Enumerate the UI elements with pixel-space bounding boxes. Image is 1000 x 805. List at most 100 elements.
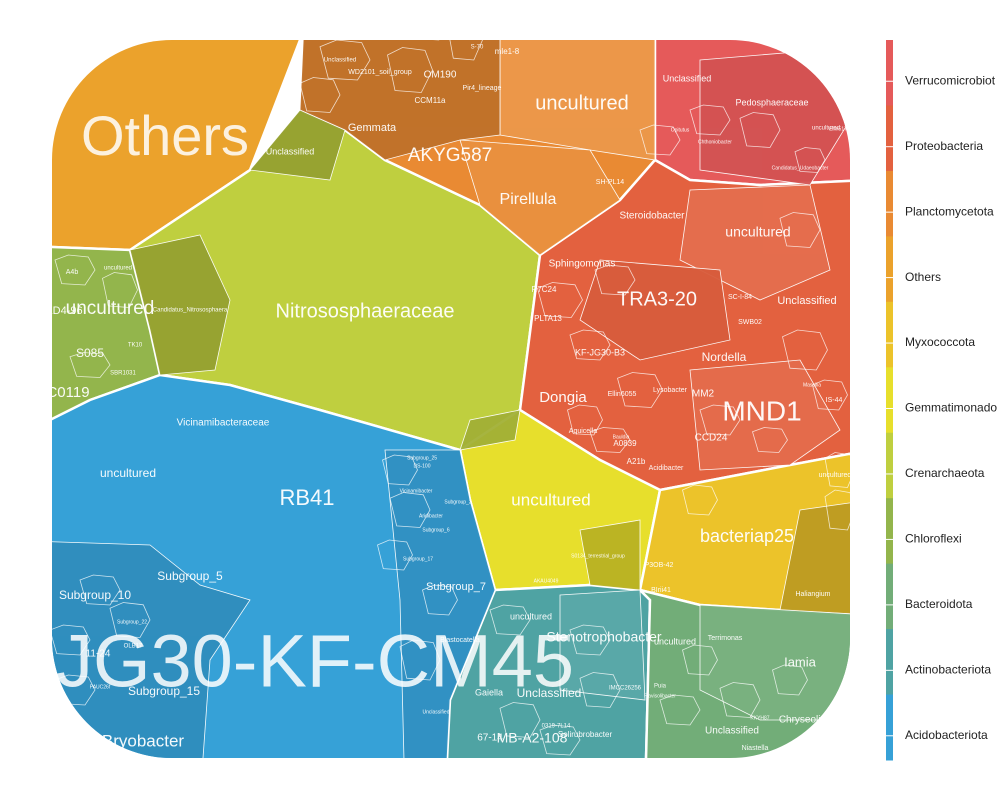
cell-label: Ellin517 bbox=[829, 126, 847, 132]
cell-label: OLB17 bbox=[124, 644, 143, 650]
cell-label: TRA3-20 bbox=[617, 288, 697, 310]
legend-label: Gemmatimonado bbox=[905, 401, 997, 415]
cell-label: S0134_terrestrial_group bbox=[571, 553, 625, 559]
cell-label: Gemmata bbox=[348, 122, 397, 134]
cell-label: S085 bbox=[76, 346, 104, 360]
cell-label: WD2101_soil_group bbox=[348, 69, 412, 76]
cell-label: Stenotrophobacter bbox=[546, 629, 662, 645]
cell-label: Acidibacter bbox=[649, 465, 684, 472]
cell-label: Flavisolibacter bbox=[644, 693, 676, 699]
cell-label: KKYH87 bbox=[750, 715, 769, 721]
cell-label: SC-I-84 bbox=[728, 294, 752, 301]
cell-label: PLTA13 bbox=[534, 314, 562, 323]
cell-label: Opitutus bbox=[671, 127, 690, 133]
cell-label: uncultured bbox=[654, 636, 696, 646]
cell-label: uncultured bbox=[100, 466, 156, 480]
legend-swatch bbox=[886, 301, 893, 368]
cell-label: A21b bbox=[627, 457, 646, 466]
treemap-canvas: Others Unclassified Nitrososphaeraceae Cand… bbox=[45, 40, 850, 758]
cell-label: Terrimonas bbox=[708, 635, 743, 642]
legend-label: Verrucomicrobiot bbox=[905, 73, 996, 87]
legend-label: Myxococcota bbox=[905, 335, 975, 349]
cell-label: Dongia bbox=[539, 389, 587, 406]
cell-label: uncultured bbox=[104, 266, 132, 272]
cell-label: uncultured bbox=[535, 92, 628, 114]
cell-label: IS-44 bbox=[826, 397, 843, 404]
cell-label: A0839 bbox=[613, 439, 637, 448]
cell-label: Pirellula bbox=[500, 191, 557, 208]
voronoi-treemap: Others Unclassified Nitrososphaeraceae Cand… bbox=[45, 40, 850, 758]
cell-label: Unclassified bbox=[517, 686, 582, 700]
cell-label: Blastocatella bbox=[440, 637, 480, 644]
cell-label: Bryobacter bbox=[102, 731, 185, 750]
legend-label: Proteobacteria bbox=[905, 139, 983, 153]
legend-swatch bbox=[886, 367, 893, 434]
cell-label: mle1-8 bbox=[495, 47, 520, 56]
legend-swatch bbox=[886, 105, 893, 172]
cell-label: Subgroup_25 bbox=[407, 455, 437, 461]
legend-swatch bbox=[886, 694, 893, 761]
cell-label: Others bbox=[81, 104, 249, 167]
cell-label: Subgroup_6 bbox=[422, 527, 449, 533]
legend-label: Chloroflexi bbox=[905, 532, 962, 546]
cell-label: uncultured bbox=[511, 490, 590, 509]
cell-label: Subgroup_2 bbox=[444, 499, 471, 505]
color-legend: Verrucomicrobiot Proteobacteria Planctomyc… bbox=[870, 0, 1000, 800]
cell-label: Subgroup_17 bbox=[403, 556, 433, 562]
cell-label: KD4-96 bbox=[45, 305, 82, 317]
legend-swatch bbox=[886, 170, 893, 237]
cell-label: 11-24 bbox=[86, 649, 111, 660]
cell-label: KF-JG30-B3 bbox=[575, 347, 625, 357]
legend-swatch bbox=[886, 432, 893, 499]
cell-label: Puia bbox=[654, 684, 667, 690]
legend-label: Crenarchaeota bbox=[905, 466, 985, 480]
legend-swatch bbox=[886, 236, 893, 303]
cell-label: Subgroup_7 bbox=[426, 581, 486, 593]
cell-label: SBR1031 bbox=[110, 371, 136, 377]
cell-label: Chthoniobacter bbox=[698, 139, 732, 145]
cell-label: Steroidobacter bbox=[619, 211, 685, 222]
legend-swatch bbox=[886, 629, 893, 696]
cell-label: 67-14 bbox=[477, 733, 503, 744]
cell-label: Massilia bbox=[803, 382, 821, 388]
legend-label: Actinobacteriota bbox=[905, 662, 991, 676]
cell-label: Subgroup_5 bbox=[157, 569, 223, 583]
cell-label: Candidatus_Nitrososphaera bbox=[153, 308, 228, 314]
cell-label: Pedosphaeraceae bbox=[735, 97, 808, 107]
cell-label: Nitrososphaeraceae bbox=[276, 300, 455, 322]
cell-label: Aridibacter bbox=[419, 513, 443, 519]
cell-label: Iamia bbox=[784, 654, 817, 669]
cell-label: uncultured bbox=[725, 224, 790, 240]
cell-label: uncultured bbox=[812, 126, 840, 132]
cell-label: BIrii41 bbox=[651, 587, 671, 594]
cell-label: Haliangium bbox=[795, 591, 830, 598]
cell-label: Sphingomonas bbox=[549, 259, 616, 270]
cell-label: C0119 bbox=[46, 384, 89, 401]
cell-label: PAUC26f bbox=[90, 684, 111, 690]
cell-label: Chryseolinea bbox=[779, 715, 838, 726]
cell-label: RB41 bbox=[279, 485, 334, 510]
cell-label: DS-100 bbox=[414, 463, 431, 469]
cell-label: MM2 bbox=[692, 389, 715, 400]
cell-label: SWB02 bbox=[738, 319, 762, 326]
cell-label: IMCC26256 bbox=[609, 686, 642, 692]
cell-label: SH-PL14 bbox=[596, 179, 625, 186]
cell-label: MB-A2-108 bbox=[497, 730, 568, 746]
legend-label: Bacteroidota bbox=[905, 597, 973, 611]
cell-label: CCM11a bbox=[415, 96, 447, 105]
cell-label: R7C24 bbox=[532, 285, 557, 294]
cell-label: Candidatus_Udaeobacter bbox=[772, 165, 829, 171]
cell-label: MND1 bbox=[722, 395, 801, 426]
cell-label: TK10 bbox=[128, 343, 143, 349]
cell-label: AKAU4049 bbox=[534, 578, 559, 584]
cell-label: 0319-7L14 bbox=[542, 724, 571, 730]
cell-label: Bauldia bbox=[613, 434, 630, 440]
cell-label: Unclassified bbox=[663, 73, 712, 83]
cell-label: Subgroup_22 bbox=[117, 619, 147, 625]
cell-label: Unclassified bbox=[705, 726, 759, 737]
cell-label: Ellin6055 bbox=[608, 391, 637, 398]
legend-label: Others bbox=[905, 270, 941, 284]
legend-swatch bbox=[886, 563, 893, 630]
cell-label: A4b bbox=[66, 269, 79, 276]
cell-label: P3OB-42 bbox=[645, 562, 674, 569]
